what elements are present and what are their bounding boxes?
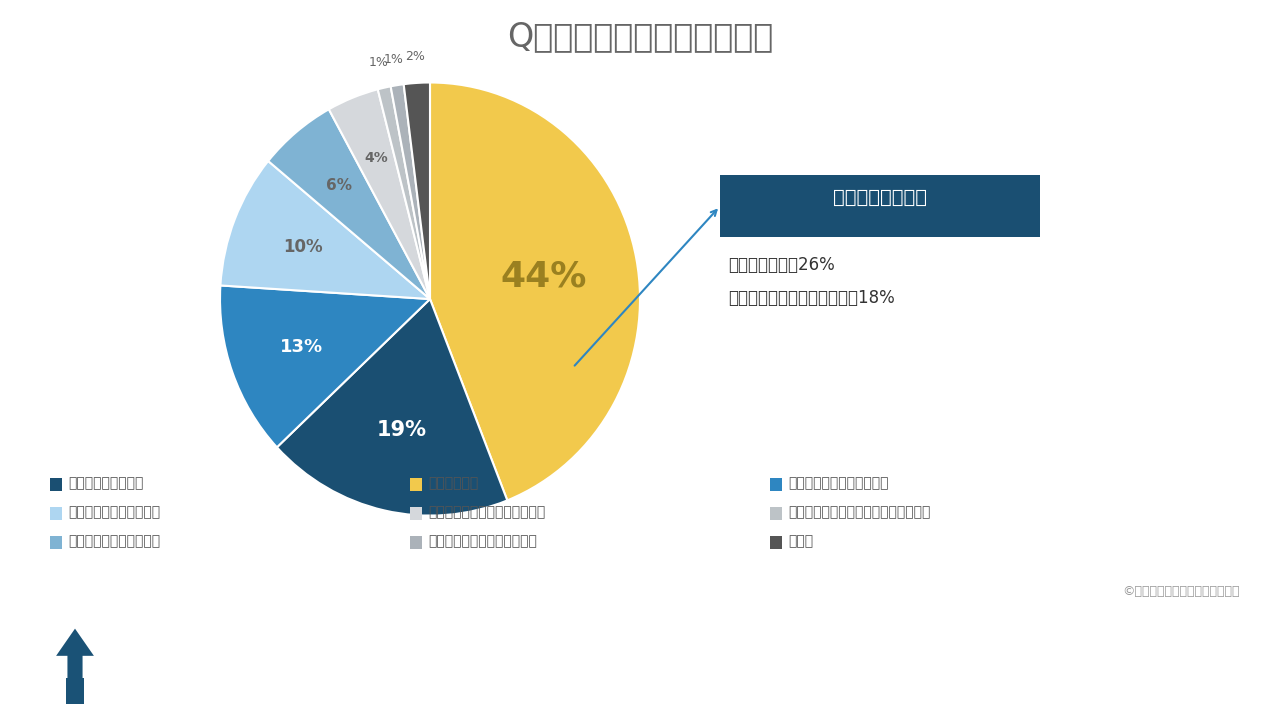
Wedge shape <box>220 285 430 447</box>
Text: その他: その他 <box>788 534 813 549</box>
Text: 生前贈与など生前の問題: 生前贈与など生前の問題 <box>68 505 160 520</box>
Text: 2%: 2% <box>406 50 425 63</box>
Wedge shape <box>378 86 430 299</box>
Text: 相続人以外が相続に口を出した: 相続人以外が相続に口を出した <box>428 505 545 520</box>
Bar <box>771 536 782 549</box>
Text: ・実家以外の不動産の相続：18%: ・実家以外の不動産の相続：18% <box>728 289 895 307</box>
Bar <box>46 664 105 704</box>
Polygon shape <box>33 618 116 664</box>
Text: 把握していない相続人がいた: 把握していない相続人がいた <box>428 534 536 549</box>
Text: 不動産の相続: 不動産の相続 <box>428 477 479 490</box>
Text: 宝飾品など分割しにくい財産があった: 宝飾品など分割しにくい財産があった <box>788 505 931 520</box>
Text: 10%: 10% <box>283 238 323 256</box>
Text: 相続人同士の仲が悪かった: 相続人同士の仲が悪かった <box>788 477 888 490</box>
Polygon shape <box>56 629 93 679</box>
Wedge shape <box>329 89 430 299</box>
Wedge shape <box>276 299 507 516</box>
Text: 6%: 6% <box>326 178 352 193</box>
Text: Q：相続トラブルの原因は？: Q：相続トラブルの原因は？ <box>507 21 773 53</box>
Text: 不動産相続の内訳: 不動産相続の内訳 <box>833 188 927 207</box>
Bar <box>771 479 782 491</box>
Text: 13%: 13% <box>280 338 323 356</box>
Text: 1%: 1% <box>369 56 389 69</box>
Bar <box>410 508 422 520</box>
Bar <box>771 508 782 520</box>
Text: 行方不明の相続人がいた: 行方不明の相続人がいた <box>68 534 160 549</box>
Bar <box>50 508 61 520</box>
Bar <box>50 479 61 491</box>
Text: 4%: 4% <box>364 151 388 165</box>
Text: 不動産相続がトラブルの原因になったと答える人が40%以上！: 不動産相続がトラブルの原因になったと答える人が40%以上！ <box>316 647 964 681</box>
Wedge shape <box>269 109 430 299</box>
Bar <box>410 536 422 549</box>
Text: ©一般社団法人相続解決支援機構: ©一般社団法人相続解決支援機構 <box>1123 585 1240 598</box>
Text: 44%: 44% <box>500 260 586 294</box>
Wedge shape <box>430 83 640 500</box>
Wedge shape <box>390 84 430 299</box>
Text: 1%: 1% <box>383 53 403 66</box>
Bar <box>410 479 422 491</box>
FancyBboxPatch shape <box>719 175 1039 237</box>
Text: 相続財産の配分割合: 相続財産の配分割合 <box>68 477 143 490</box>
Wedge shape <box>220 161 430 299</box>
Text: 19%: 19% <box>376 420 426 440</box>
Text: ・実家の相続：26%: ・実家の相続：26% <box>728 256 835 274</box>
Wedge shape <box>403 83 430 299</box>
Bar <box>65 678 84 704</box>
Bar <box>50 536 61 549</box>
